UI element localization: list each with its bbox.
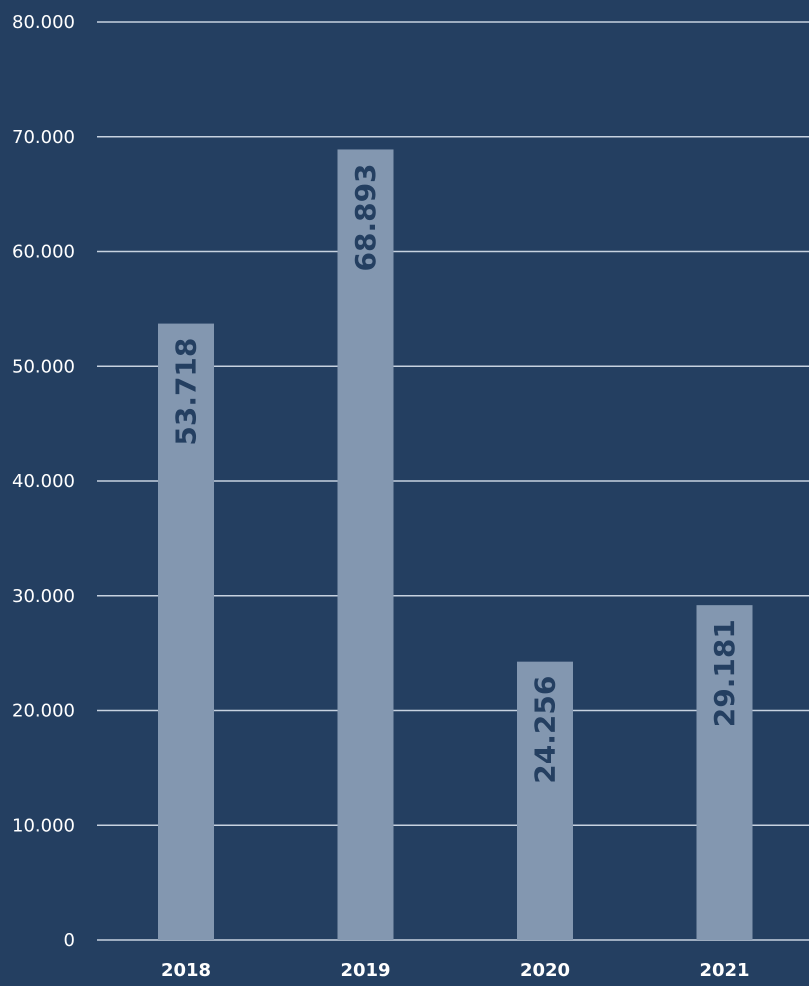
- value-label-2020: 24.256: [529, 676, 562, 784]
- y-tick-label: 0: [64, 930, 75, 951]
- value-label-2021: 29.181: [708, 619, 741, 727]
- value-label-2019: 68.893: [349, 163, 382, 271]
- value-label-2018: 53.718: [170, 338, 203, 446]
- x-axis-categories: 2018 2019 2020 2021: [161, 960, 750, 981]
- y-tick-label: 80.000: [12, 12, 75, 33]
- grid-layer: [97, 21, 809, 941]
- x-category-label-2020: 2020: [520, 960, 570, 981]
- x-category-label-2019: 2019: [340, 960, 390, 981]
- x-category-label-2018: 2018: [161, 960, 211, 981]
- x-category-label-2021: 2021: [699, 960, 749, 981]
- bar-layer: 53.718 68.893 24.256 29.181: [158, 149, 753, 940]
- y-axis-ticks: 0 10.000 20.000 30.000 40.000 50.000 60.000 70.…: [12, 12, 75, 951]
- y-tick-label: 60.000: [12, 242, 75, 263]
- y-tick-label: 70.000: [12, 127, 75, 148]
- y-tick-label: 50.000: [12, 356, 75, 377]
- y-tick-label: 40.000: [12, 471, 75, 492]
- y-tick-label: 30.000: [12, 586, 75, 607]
- bar-2018: [158, 323, 214, 940]
- bar-2020: [517, 661, 573, 940]
- bar-2021: [696, 605, 753, 940]
- y-tick-label: 10.000: [12, 815, 75, 836]
- y-tick-label: 20.000: [12, 701, 75, 722]
- bar-2019: [337, 149, 394, 940]
